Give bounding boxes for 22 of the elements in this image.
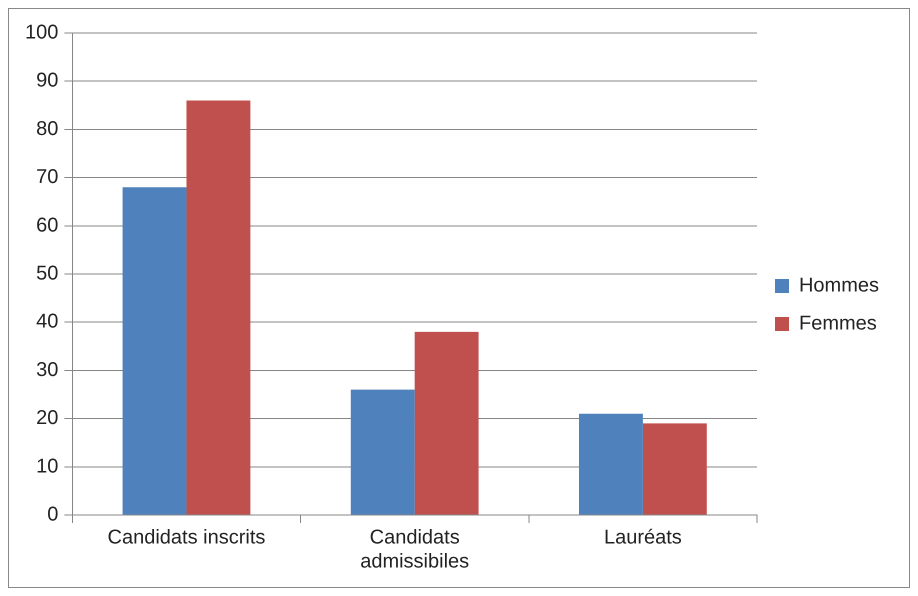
y-tick-label: 80 [36,118,58,140]
legend-label: Femmes [798,312,877,335]
y-tick-label: 40 [36,310,58,333]
x-tick-label: Candidats inscrits [108,526,266,549]
y-tick-label: 60 [36,214,58,236]
bar [122,187,186,514]
bar [350,390,415,514]
y-tick-label: 90 [36,70,58,92]
bar [414,332,479,514]
bar [186,100,250,514]
x-tick-label: Lauréats [604,526,682,549]
y-tick-label: 70 [36,166,58,188]
bar [642,423,707,514]
y-tick-label: 20 [36,407,58,430]
y-tick-label: 30 [36,358,58,381]
legend-label: Hommes [798,274,880,297]
y-tick-label: 100 [24,22,58,44]
x-tick-label: Candidats admissibiles [360,526,470,573]
y-tick-label: 50 [36,262,58,285]
bar [578,414,643,514]
y-tick-label: 10 [36,455,58,478]
y-tick-label: 0 [47,504,58,526]
